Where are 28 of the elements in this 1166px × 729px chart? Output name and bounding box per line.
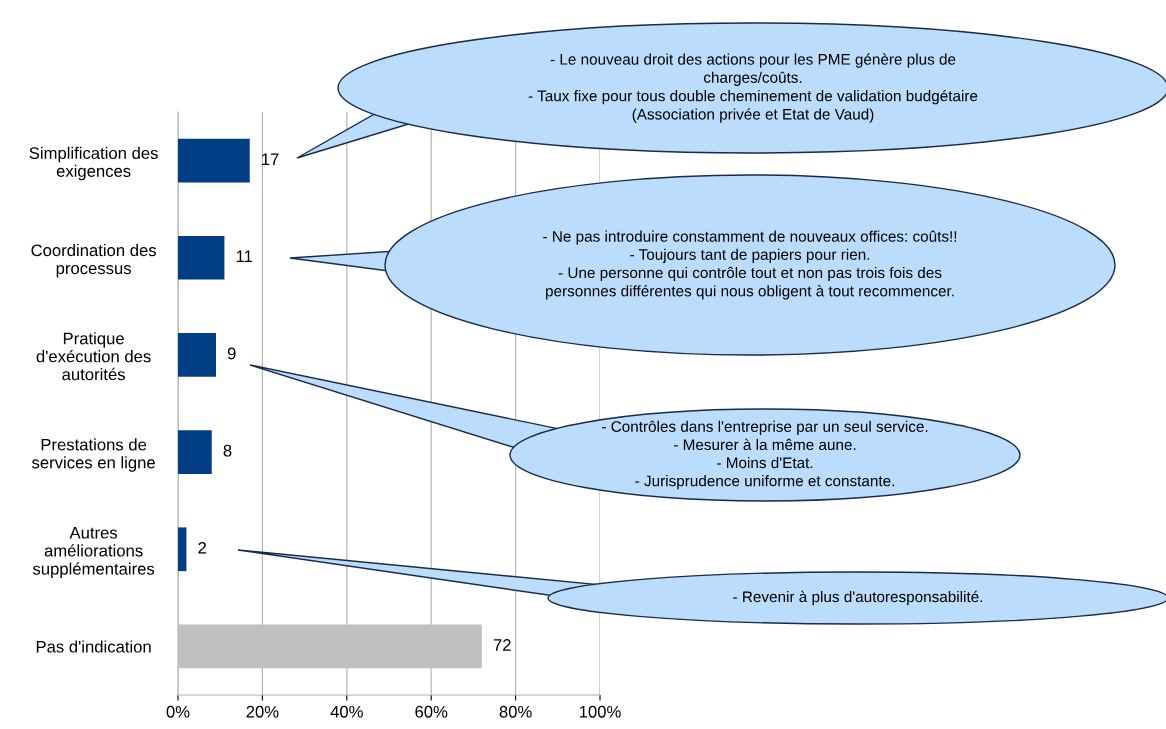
x-tick-label: 100% bbox=[579, 705, 621, 718]
annotation: - Le nouveau droit des actions pour les PME génère plus de charges/coûts. - Taux fixe pour tous double cheminement de validation budgétaire (Association privée et Etat de Vaud) bbox=[528, 53, 978, 123]
y-tick-label: Pas d'indication bbox=[36, 640, 151, 653]
bar bbox=[178, 235, 225, 280]
annotation: - Ne pas introduire constamment de nouveaux offices: coûts!! - Toujours tant de papiers pour rien. - Une personne qui contrôle tout et non pas trois fois des personnes différentes qui nous obligent à tout recommencer. bbox=[543, 230, 957, 300]
y-tick-label: Simplification des exigences bbox=[29, 146, 158, 181]
data-label: 11 bbox=[236, 250, 253, 263]
x-tick-label: 80% bbox=[499, 705, 532, 718]
y-tick-label: Coordination des processus bbox=[31, 243, 157, 278]
text: - Revenir à plus d'autoresponsabilité. bbox=[733, 590, 983, 606]
x-tick-label: 60% bbox=[415, 705, 448, 718]
data-label: 8 bbox=[223, 444, 232, 457]
x-tick-label: 0% bbox=[166, 705, 190, 718]
bar bbox=[178, 624, 482, 669]
data-label: 17 bbox=[262, 153, 279, 165]
data-label: 72 bbox=[493, 639, 511, 651]
y-tick-label: Prestations de services en ligne bbox=[32, 438, 155, 472]
x-tick-label: 40% bbox=[330, 705, 363, 718]
bar bbox=[178, 430, 212, 474]
text: - Contrôles dans l'entreprise par un seul service. - Mesurer à la même aune. - Moins d'Etat. - Jurisprudence uniforme et constante. bbox=[602, 420, 928, 490]
x-tick-label: 20% bbox=[246, 705, 279, 718]
data-label: 2 bbox=[198, 541, 206, 554]
y-tick-label: Pratique d'exécution des autorités bbox=[36, 332, 151, 381]
bar bbox=[178, 527, 187, 572]
y-tick-label: Autres améliorations supplémentaires bbox=[32, 526, 155, 579]
data-label: 9 bbox=[227, 347, 236, 360]
bar bbox=[178, 138, 250, 183]
bar bbox=[178, 333, 216, 377]
